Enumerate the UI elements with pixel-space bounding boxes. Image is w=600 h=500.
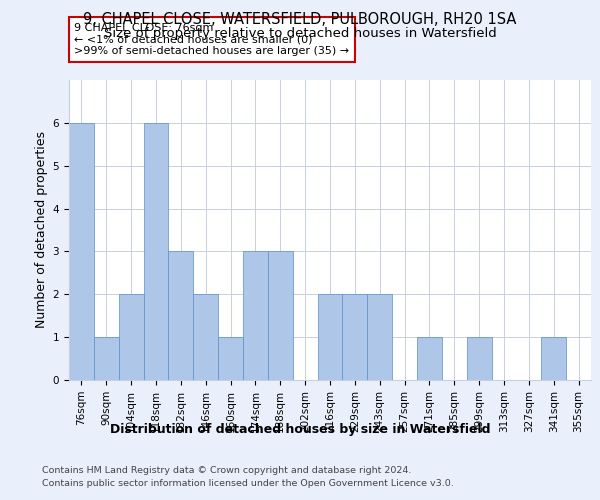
Bar (541, 337, 566, 380)
Bar (119, 294, 143, 380)
Bar (343, 294, 367, 380)
Bar (94, 337, 119, 380)
Bar (218, 337, 243, 380)
Bar (193, 294, 218, 380)
Bar (243, 252, 268, 380)
Bar (367, 294, 392, 380)
Bar (69, 123, 94, 380)
Bar (417, 337, 442, 380)
Text: 9, CHAPEL CLOSE, WATERSFIELD, PULBOROUGH, RH20 1SA: 9, CHAPEL CLOSE, WATERSFIELD, PULBOROUGH… (83, 12, 517, 28)
Text: Contains HM Land Registry data © Crown copyright and database right 2024.: Contains HM Land Registry data © Crown c… (42, 466, 412, 475)
Bar (317, 294, 343, 380)
Bar (143, 123, 169, 380)
Bar (268, 252, 293, 380)
Y-axis label: Number of detached properties: Number of detached properties (35, 132, 49, 328)
Bar (467, 337, 491, 380)
Text: Contains public sector information licensed under the Open Government Licence v3: Contains public sector information licen… (42, 479, 454, 488)
Text: Size of property relative to detached houses in Watersfield: Size of property relative to detached ho… (104, 28, 496, 40)
Text: 9 CHAPEL CLOSE: 76sqm
← <1% of detached houses are smaller (0)
>99% of semi-deta: 9 CHAPEL CLOSE: 76sqm ← <1% of detached … (74, 23, 349, 56)
Text: Distribution of detached houses by size in Watersfield: Distribution of detached houses by size … (110, 422, 490, 436)
Bar (169, 252, 193, 380)
